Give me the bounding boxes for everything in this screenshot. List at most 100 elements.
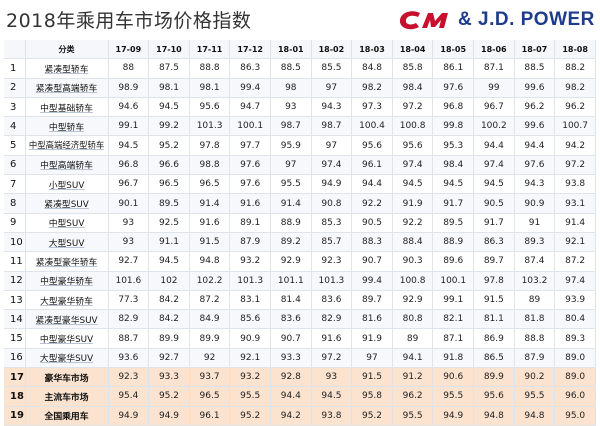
row-index: 18 bbox=[4, 386, 26, 407]
page-title: 2018年乘用车市场价格指数 bbox=[6, 10, 252, 32]
category-cell: 中型豪华轿车 bbox=[25, 271, 109, 291]
value-cell: 100.4 bbox=[351, 116, 393, 137]
value-cell: 89.1 bbox=[229, 213, 271, 233]
value-cell: 84.2 bbox=[148, 290, 190, 311]
value-cell: 89.6 bbox=[432, 251, 475, 272]
value-cell: 94.8 bbox=[473, 406, 515, 426]
value-cell: 88.8 bbox=[189, 58, 231, 79]
value-cell: 89 bbox=[514, 290, 556, 311]
table-row: 15 中型豪华SUV 88.7 89.9 89.9 90.9 90.7 91.6 91.9 89 8… bbox=[4, 328, 596, 349]
value-cell: 82.1 bbox=[432, 309, 475, 330]
value-cell: 91.4 bbox=[554, 213, 596, 233]
row-index: 6 bbox=[4, 155, 26, 176]
header: 2018年乘用车市场价格指数 & J.D. POWER bbox=[0, 0, 600, 40]
table-row: 14 紧凑型豪华SUV 82.9 84.2 84.9 85.6 83.6 82.9 81.6 80… bbox=[4, 309, 596, 330]
value-cell: 101.3 bbox=[189, 116, 231, 137]
category-cell: 中型SUV bbox=[25, 213, 109, 233]
value-cell: 97.6 bbox=[432, 78, 475, 98]
table-row: 12 中型豪华轿车 101.6 102 102.2 101.3 101.1 101.3 99.4… bbox=[4, 271, 596, 291]
value-cell: 87.2 bbox=[554, 251, 596, 272]
value-cell: 94.5 bbox=[473, 174, 515, 195]
table-row: 18 主流车市场 95.4 95.2 96.5 95.5 94.4 94.5 95.8 96.2 9… bbox=[4, 386, 596, 407]
row-index: 5 bbox=[4, 135, 26, 156]
value-cell: 94.9 bbox=[108, 406, 150, 426]
table-row: 16 大型豪华SUV 93.6 92.7 92 92.1 93.3 97.2 97 94.1 91.… bbox=[4, 348, 596, 369]
month-header: 18-07 bbox=[514, 40, 556, 60]
row-index: 17 bbox=[4, 367, 26, 388]
table-row: 5 中型高端经济型轿车 94.5 95.2 97.8 97.7 95.9 97 95.6 95.6… bbox=[4, 135, 596, 156]
value-cell: 95.6 bbox=[351, 135, 393, 156]
value-cell: 101.3 bbox=[311, 271, 353, 291]
value-cell: 92.1 bbox=[229, 348, 271, 369]
value-cell: 82.9 bbox=[311, 309, 353, 330]
value-cell: 88.9 bbox=[432, 232, 475, 253]
value-cell: 96.0 bbox=[554, 386, 596, 407]
value-cell: 97.7 bbox=[229, 135, 271, 156]
value-cell: 99.6 bbox=[514, 116, 556, 137]
value-cell: 90.5 bbox=[351, 213, 393, 233]
value-cell: 94.8 bbox=[189, 251, 231, 272]
value-cell: 91.6 bbox=[229, 193, 271, 214]
month-header: 17-12 bbox=[229, 40, 271, 60]
company-logo: & J.D. POWER bbox=[398, 8, 596, 32]
value-cell: 95.6 bbox=[473, 386, 515, 407]
category-cell: 全国乘用车 bbox=[25, 406, 109, 426]
value-cell: 87.9 bbox=[514, 348, 556, 369]
value-cell: 90.7 bbox=[270, 328, 312, 349]
value-cell: 88 bbox=[108, 58, 150, 79]
value-cell: 97.2 bbox=[554, 155, 596, 176]
value-cell: 84.2 bbox=[148, 309, 190, 330]
value-cell: 92.8 bbox=[270, 367, 312, 388]
value-cell: 96.8 bbox=[432, 97, 475, 118]
category-cell: 大型SUV bbox=[25, 232, 109, 253]
value-cell: 97.8 bbox=[473, 271, 515, 291]
value-cell: 87.1 bbox=[473, 58, 515, 79]
table-row: 13 大型豪华轿车 77.3 84.2 87.2 83.1 81.4 83.6 89.7 92.9… bbox=[4, 290, 596, 311]
month-header: 17-11 bbox=[189, 40, 231, 60]
value-cell: 90.2 bbox=[514, 367, 556, 388]
value-cell: 92.9 bbox=[392, 290, 434, 311]
value-cell: 96.7 bbox=[108, 174, 150, 195]
value-cell: 87.1 bbox=[432, 328, 475, 349]
value-cell: 91.6 bbox=[189, 213, 231, 233]
value-cell: 100.1 bbox=[229, 116, 271, 137]
value-cell: 101.6 bbox=[108, 271, 150, 291]
value-cell: 81.8 bbox=[514, 309, 556, 330]
category-cell: 主流车市场 bbox=[25, 386, 109, 407]
value-cell: 93.1 bbox=[554, 193, 596, 214]
value-cell: 91 bbox=[514, 213, 556, 233]
value-cell: 98 bbox=[270, 78, 312, 98]
row-index: 15 bbox=[4, 328, 26, 349]
value-cell: 97.2 bbox=[392, 97, 434, 118]
value-cell: 85.6 bbox=[229, 309, 271, 330]
value-cell: 96.2 bbox=[392, 386, 434, 407]
table-row: 3 中型基础轿车 94.6 94.5 95.6 94.7 93 94.3 97.3 97.2 96.… bbox=[4, 97, 596, 118]
category-cell: 大型豪华SUV bbox=[25, 348, 109, 369]
value-cell: 95.5 bbox=[514, 386, 556, 407]
row-index: 7 bbox=[4, 174, 26, 195]
value-cell: 101.1 bbox=[270, 271, 312, 291]
value-cell: 80.8 bbox=[392, 309, 434, 330]
table-row: 8 紧凑型SUV 90.1 89.5 91.4 91.6 91.4 90.8 92.2 91.9 9… bbox=[4, 193, 596, 214]
value-cell: 100.2 bbox=[473, 116, 515, 137]
value-cell: 99.4 bbox=[229, 78, 271, 98]
value-cell: 94.4 bbox=[351, 174, 393, 195]
value-cell: 89.3 bbox=[514, 232, 556, 253]
value-cell: 98.9 bbox=[108, 78, 150, 98]
value-cell: 88.4 bbox=[392, 232, 434, 253]
value-cell: 91.9 bbox=[351, 328, 393, 349]
value-cell: 96.7 bbox=[473, 97, 515, 118]
value-cell: 95.8 bbox=[351, 386, 393, 407]
value-cell: 91.5 bbox=[189, 232, 231, 253]
category-cell: 中型高端经济型轿车 bbox=[25, 135, 109, 156]
category-header: 分类 bbox=[25, 40, 109, 60]
value-cell: 86.9 bbox=[473, 328, 515, 349]
value-cell: 90.7 bbox=[351, 251, 393, 272]
price-index-table: 分类 17-09 17-10 17-11 17-12 18-01 18-02 18-03 18-… bbox=[4, 40, 596, 426]
value-cell: 94.4 bbox=[473, 135, 515, 156]
value-cell: 90.5 bbox=[473, 193, 515, 214]
value-cell: 84.9 bbox=[189, 309, 231, 330]
value-cell: 97 bbox=[270, 155, 312, 176]
value-cell: 93.6 bbox=[108, 348, 150, 369]
value-cell: 94.5 bbox=[432, 174, 475, 195]
